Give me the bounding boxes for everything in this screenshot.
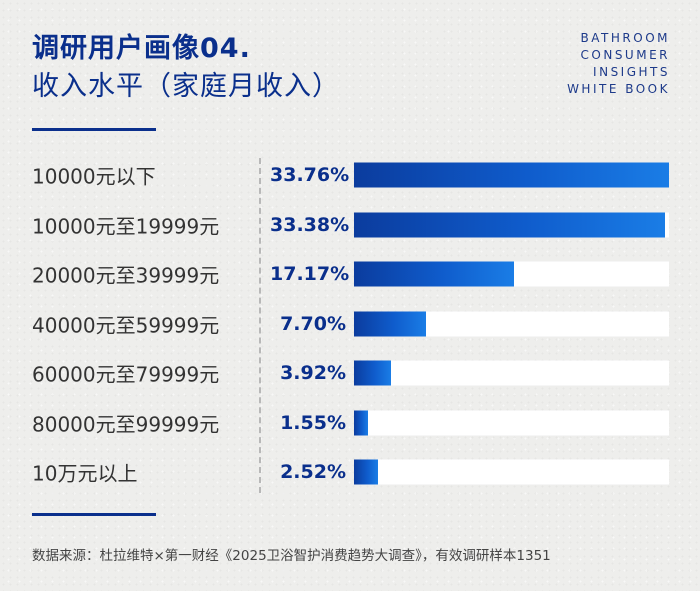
category-label: 80000元至99999元 xyxy=(32,412,220,436)
brand-line: WHITE BOOK xyxy=(567,82,670,96)
value-label: 33.76% xyxy=(270,164,350,186)
column-separator xyxy=(259,158,261,493)
value-label: 17.17% xyxy=(270,263,350,285)
source-note: 数据来源：杜拉维特×第一财经《2025卫浴智护消费趋势大调查》，有效调研样本13… xyxy=(32,548,551,564)
page-subtitle: 收入水平（家庭月收入） xyxy=(32,71,340,102)
value-label: 33.38% xyxy=(270,213,350,236)
category-label: 20000元至39999元 xyxy=(32,263,220,288)
category-label: 10000元至19999元 xyxy=(32,214,220,238)
bar-track xyxy=(354,311,669,336)
value-label: 1.55% xyxy=(280,411,346,434)
bottom-divider xyxy=(32,513,156,516)
bar xyxy=(354,162,669,188)
bar xyxy=(354,360,391,386)
value-label: 7.70% xyxy=(280,312,346,335)
bar-track xyxy=(354,162,669,188)
category-label: 60000元至79999元 xyxy=(32,362,220,387)
bar xyxy=(354,212,666,237)
category-label: 10万元以上 xyxy=(32,461,138,486)
bar-track xyxy=(354,212,669,237)
value-label: 2.52% xyxy=(280,461,346,483)
bar-track xyxy=(354,459,669,485)
bar xyxy=(354,410,369,435)
bar-track xyxy=(354,261,669,287)
bar xyxy=(354,459,378,485)
brand-line: INSIGHTS xyxy=(593,65,670,79)
brand-line: BATHROOM xyxy=(580,31,670,45)
bar xyxy=(354,261,515,287)
bar xyxy=(354,311,426,336)
category-label: 40000元至59999元 xyxy=(32,313,220,337)
category-label: 10000元以下 xyxy=(32,164,156,189)
top-divider xyxy=(32,128,156,131)
bar-track xyxy=(354,360,669,386)
brand-block: BATHROOM CONSUMER INSIGHTS WHITE BOOK xyxy=(550,30,670,98)
bar-track xyxy=(354,410,669,435)
brand-line: CONSUMER xyxy=(580,48,670,62)
value-label: 3.92% xyxy=(280,362,346,384)
page-title: 调研用户画像04. xyxy=(32,33,251,64)
